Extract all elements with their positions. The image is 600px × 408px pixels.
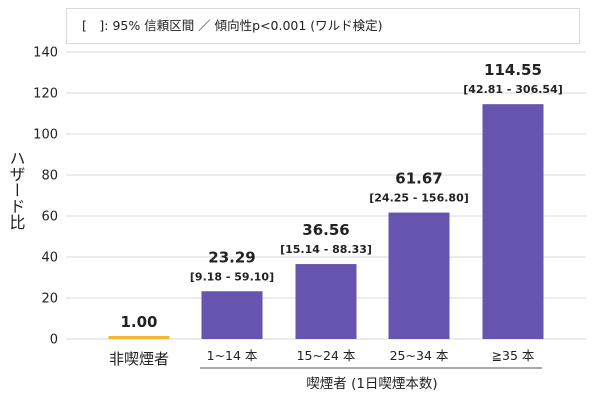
bar — [108, 336, 170, 339]
bar — [201, 291, 263, 339]
y-tick-label: 40 — [41, 251, 58, 266]
y-axis-title: ハザード比 — [7, 150, 26, 230]
bar — [388, 212, 450, 339]
y-tick-label: 120 — [33, 87, 58, 102]
ci-label: [42.81 - 306.54] — [463, 83, 563, 96]
x-tick-label: 1~14 本 — [207, 348, 258, 363]
y-tick-label: 60 — [41, 210, 58, 225]
y-tick-label: 100 — [33, 128, 58, 143]
ci-label: [15.14 - 88.33] — [280, 243, 372, 256]
x-axis-title: 喫煙者 (1日喫煙本数) — [306, 376, 437, 392]
ci-label: [9.18 - 59.10] — [190, 270, 274, 283]
x-tick-label: 25~34 本 — [390, 348, 449, 363]
y-tick-label: 140 — [33, 46, 58, 61]
bar — [295, 264, 357, 339]
value-label: 36.56 — [302, 221, 349, 239]
bar — [482, 104, 544, 339]
legend-note: [ ]: 95% 信頼区間 ／ 傾向性p<0.001 (ワルド検定) — [82, 18, 383, 33]
y-tick-label: 20 — [41, 292, 58, 307]
y-tick-label: 80 — [41, 169, 58, 184]
x-tick-label: ≧35 本 — [492, 348, 535, 363]
x-tick-label: 15~24 本 — [297, 348, 356, 363]
ci-label: [24.25 - 156.80] — [369, 192, 469, 205]
legend-note-box — [66, 8, 580, 44]
value-label: 1.00 — [120, 313, 157, 331]
value-label: 114.55 — [484, 61, 542, 79]
value-label: 61.67 — [395, 170, 442, 188]
y-tick-label: 0 — [50, 333, 58, 348]
value-label: 23.29 — [208, 248, 255, 266]
x-tick-label: 非喫煙者 — [109, 350, 169, 368]
